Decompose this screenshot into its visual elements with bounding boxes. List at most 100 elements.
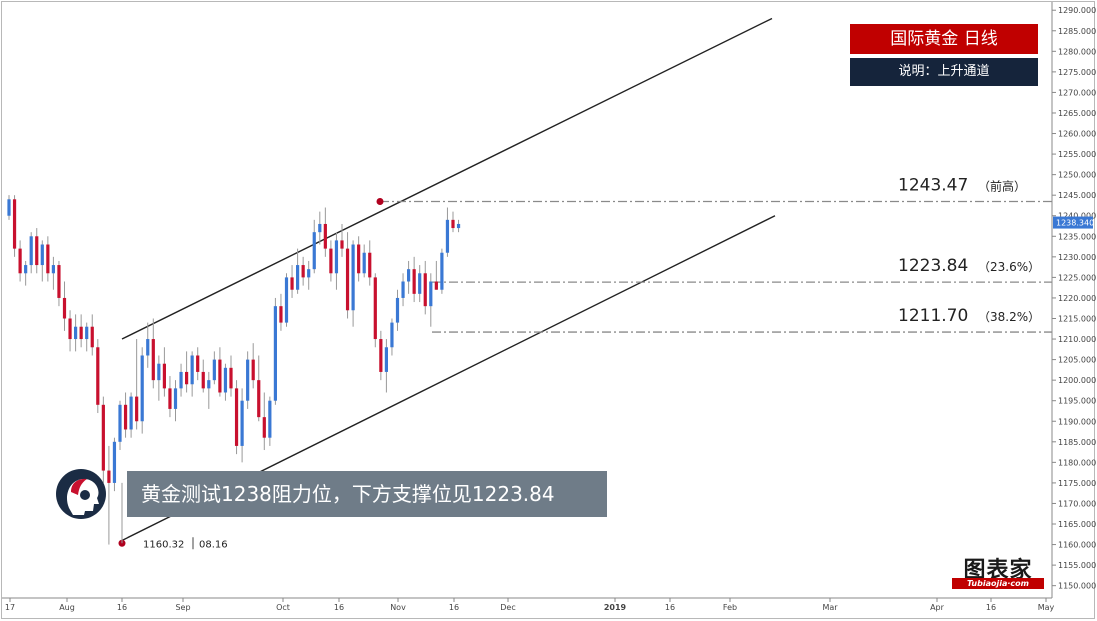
y-tick-label: 1205.000 — [1058, 356, 1096, 365]
analysis-banner: 黄金测试1238阻力位，下方支撑位见1223.84 — [127, 471, 607, 517]
candle-body — [7, 199, 11, 216]
candle-body — [173, 388, 178, 409]
x-tick-label: Mar — [822, 603, 838, 612]
candle-body — [123, 404, 128, 430]
x-tick-label: Oct — [276, 603, 290, 612]
y-tick-label: 1180.000 — [1058, 458, 1096, 467]
y-tick-label: 1185.000 — [1058, 438, 1096, 447]
candle-body — [12, 199, 17, 249]
level-price-label: 1243.47 — [898, 175, 968, 195]
candle-body — [212, 359, 216, 381]
brand-logo: 图表家 Tubiaojia·com — [950, 552, 1046, 592]
candle-body — [329, 248, 333, 274]
low-point-price-label: 1160.32 — [143, 539, 184, 550]
candle-body — [112, 441, 117, 483]
candle-body — [351, 244, 355, 311]
candle-body — [279, 306, 283, 323]
candle-body — [118, 404, 122, 442]
y-tick-label: 1155.000 — [1058, 561, 1096, 570]
channel-upper-line — [121, 17, 773, 340]
y-tick-label: 1265.000 — [1058, 109, 1096, 118]
x-tick-label: Apr — [930, 603, 945, 612]
candle-body — [323, 223, 327, 249]
x-tick-label: 2019 — [604, 603, 627, 612]
x-tick-label: 16 — [117, 603, 127, 612]
y-tick-label: 1275.000 — [1058, 68, 1096, 77]
candle-body — [357, 244, 361, 274]
candle-body — [429, 281, 433, 307]
candle-body — [135, 396, 139, 422]
candle-body — [312, 232, 316, 270]
candle-body — [318, 223, 322, 233]
candle-body — [24, 265, 28, 274]
candle-body — [401, 281, 405, 298]
candle-body — [79, 326, 83, 340]
candle-body — [223, 367, 228, 393]
candle-body — [40, 244, 44, 266]
candle-body — [390, 322, 394, 348]
candle-body — [434, 281, 438, 290]
level-note-label: （前高） — [978, 178, 1026, 193]
candle-body — [46, 244, 50, 274]
candle-body — [296, 265, 300, 290]
y-tick-label: 1285.000 — [1058, 27, 1096, 36]
y-tick-label: 1220.000 — [1058, 294, 1096, 303]
analyst-avatar-icon — [56, 469, 106, 519]
x-tick-label: Feb — [723, 603, 737, 612]
candle-body — [140, 355, 144, 422]
y-tick-label: 1270.000 — [1058, 88, 1096, 97]
candle-body — [268, 400, 272, 438]
candle-body — [51, 265, 55, 274]
candle-body — [456, 223, 461, 229]
y-tick-label: 1195.000 — [1058, 397, 1096, 406]
low-point-date-label: 08.16 — [199, 539, 228, 550]
level-price-label: 1223.84 — [898, 256, 968, 276]
candle-body — [301, 265, 305, 278]
candle-body — [157, 363, 161, 381]
x-tick-label: 17 — [5, 603, 15, 612]
y-tick-label: 1165.000 — [1058, 520, 1096, 529]
level-note-label: （38.2%） — [978, 310, 1040, 324]
candle-body — [273, 306, 277, 401]
candle-body — [418, 273, 422, 294]
candle-body — [412, 269, 416, 294]
candle-body — [168, 388, 172, 409]
candle-body — [207, 380, 211, 389]
x-tick-label: Aug — [59, 603, 75, 612]
candle-body — [101, 404, 105, 471]
candle-body — [162, 363, 166, 389]
high-point-marker — [376, 197, 384, 205]
candle-body — [257, 380, 261, 418]
candle-body — [62, 297, 67, 319]
candle-body — [85, 326, 89, 340]
x-tick-label: May — [1038, 603, 1055, 612]
y-tick-label: 1290.000 — [1058, 6, 1096, 15]
y-tick-label: 1250.000 — [1058, 171, 1096, 180]
y-tick-label: 1225.000 — [1058, 273, 1096, 282]
candle-body — [345, 248, 350, 311]
current-price-label: 1238.340 — [1056, 219, 1094, 228]
y-tick-label: 1200.000 — [1058, 376, 1096, 385]
y-tick-label: 1230.000 — [1058, 253, 1096, 262]
candle-body — [246, 359, 250, 401]
y-tick-label: 1260.000 — [1058, 130, 1096, 139]
candle-body — [384, 347, 388, 372]
candle-body — [146, 339, 150, 356]
y-tick-label: 1245.000 — [1058, 191, 1096, 200]
y-tick-label: 1190.000 — [1058, 417, 1096, 426]
x-tick-label: Dec — [500, 603, 515, 612]
y-tick-label: 1170.000 — [1058, 499, 1096, 508]
level-price-label: 1211.70 — [898, 306, 968, 326]
x-tick-label: 16 — [665, 603, 675, 612]
candle-body — [18, 248, 22, 274]
candle-body — [129, 396, 133, 430]
candle-body — [379, 339, 383, 372]
candle-body — [68, 318, 72, 340]
candle-body — [290, 277, 294, 290]
x-tick-label: 16 — [449, 603, 459, 612]
candle-body — [407, 269, 411, 282]
candle-body — [196, 355, 200, 372]
candle-body — [362, 252, 366, 274]
